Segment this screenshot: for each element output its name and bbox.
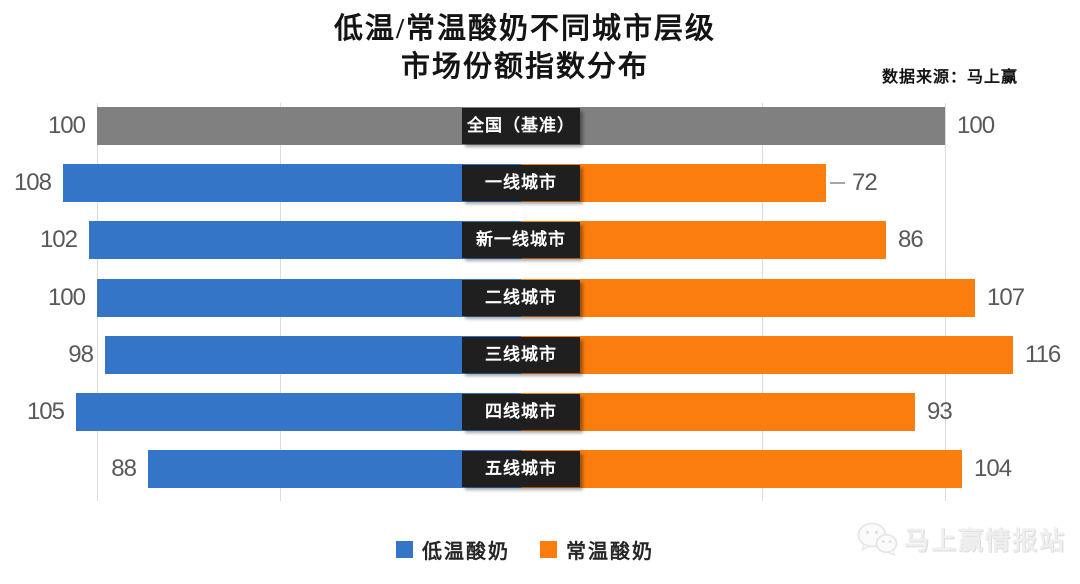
room-temp-bar <box>521 336 1013 374</box>
left-value-label: 100 <box>47 112 86 139</box>
right-value-label: 72 <box>852 169 878 196</box>
chart-title-line1: 低温/常温酸奶不同城市层级 <box>333 13 717 45</box>
chart-title: 低温/常温酸奶不同城市层级 市场份额指数分布 <box>0 10 1050 86</box>
low-temp-bar <box>63 164 521 202</box>
watermark: 马上赢情报站 <box>856 521 1066 557</box>
legend-item-low-temp-yogurt: 低温酸奶 <box>396 535 510 564</box>
low-temp-bar <box>89 221 521 259</box>
legend-swatch-orange <box>540 541 557 558</box>
right-value-label: 100 <box>957 112 995 139</box>
baseline-bar-right <box>521 107 945 145</box>
left-value-label: 105 <box>26 398 65 425</box>
chart-title-line2: 市场份额指数分布 <box>400 51 649 83</box>
baseline-bar-left <box>97 107 521 145</box>
room-temp-bar <box>521 221 886 259</box>
legend-item-room-temp-yogurt: 常温酸奶 <box>540 535 654 564</box>
wechat-icon <box>857 522 898 557</box>
category-label-box: 一线城市 <box>462 165 580 201</box>
legend-label-low-temp: 低温酸奶 <box>422 541 510 563</box>
category-label-box: 二线城市 <box>462 280 580 316</box>
low-temp-bar <box>148 450 521 488</box>
room-temp-bar <box>521 450 962 488</box>
right-value-label: 107 <box>987 284 1025 311</box>
category-label-box: 全国（基准） <box>462 108 580 144</box>
low-temp-bar <box>105 336 521 374</box>
legend: 低温酸奶 常温酸奶 <box>0 535 1050 564</box>
left-value-label: 108 <box>13 169 52 196</box>
room-temp-bar <box>521 393 915 431</box>
legend-swatch-blue <box>396 541 413 558</box>
low-temp-bar <box>97 279 521 317</box>
category-label-box: 四线城市 <box>462 394 580 430</box>
left-value-label: 102 <box>39 226 78 253</box>
low-temp-bar <box>76 393 521 431</box>
room-temp-bar <box>521 279 975 317</box>
legend-label-room-temp: 常温酸奶 <box>566 541 654 563</box>
right-value-label: 93 <box>927 398 953 425</box>
category-label-box: 三线城市 <box>462 337 580 373</box>
category-label-box: 新一线城市 <box>462 222 580 258</box>
left-value-label: 88 <box>111 455 137 482</box>
right-value-label: 116 <box>1025 341 1061 368</box>
right-value-label: 104 <box>974 455 1012 482</box>
left-value-label: 100 <box>47 284 86 311</box>
category-label-box: 五线城市 <box>462 451 580 487</box>
data-source-label: 数据来源：马上赢 <box>881 69 1018 86</box>
watermark-label: 马上赢情报站 <box>903 527 1066 555</box>
left-value-label: 98 <box>68 341 94 368</box>
label-leader-line <box>830 182 845 184</box>
right-value-label: 86 <box>898 226 924 253</box>
